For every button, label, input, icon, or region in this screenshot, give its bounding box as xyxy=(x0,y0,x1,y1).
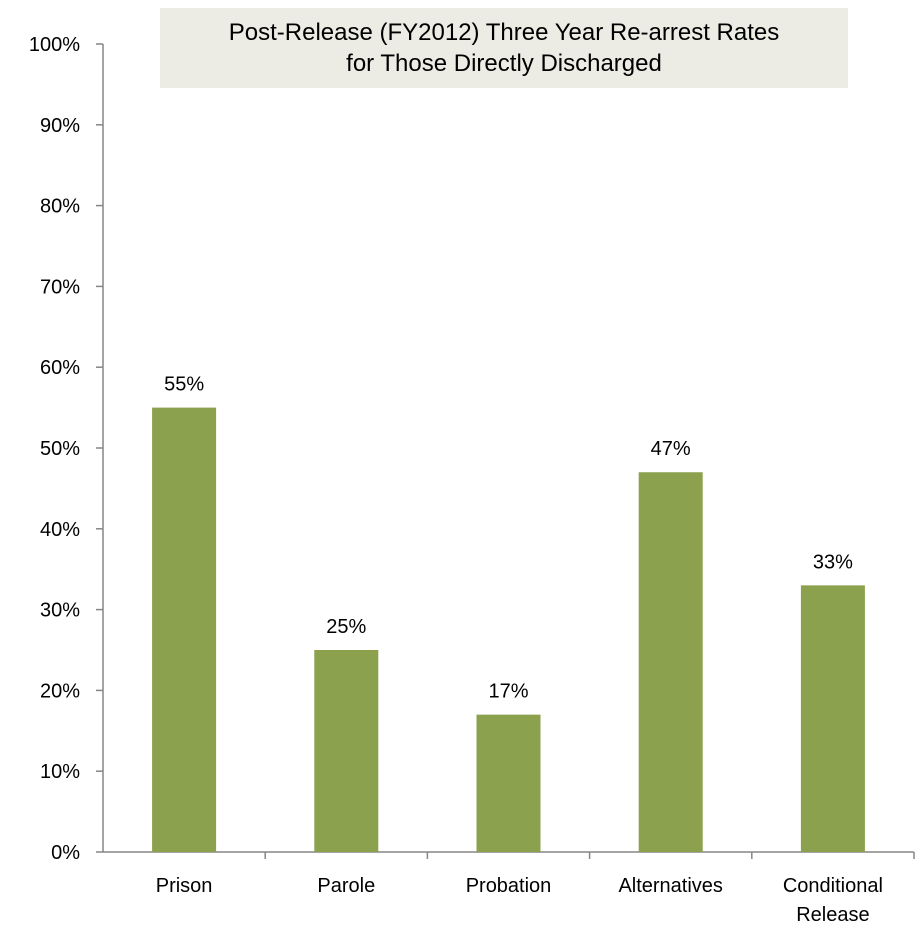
chart-title: Post-Release (FY2012) Three Year Re-arre… xyxy=(160,8,848,88)
x-tick-label: Conditional xyxy=(783,875,883,897)
y-tick-label: 10% xyxy=(40,761,80,783)
data-label: 55% xyxy=(164,374,204,396)
bar xyxy=(476,714,541,852)
y-tick-label: 80% xyxy=(40,196,80,218)
chart-title-line-2: for Those Directly Discharged xyxy=(346,50,662,77)
bar xyxy=(314,650,379,852)
bar xyxy=(152,407,217,852)
y-tick-label: 90% xyxy=(40,115,80,137)
data-label: 33% xyxy=(813,551,853,573)
x-tick-label: Alternatives xyxy=(618,875,723,897)
y-tick-label: 70% xyxy=(40,276,80,298)
y-tick-label: 50% xyxy=(40,438,80,460)
bar xyxy=(638,472,703,852)
y-tick-label: 20% xyxy=(40,680,80,702)
y-tick-label: 30% xyxy=(40,600,80,622)
x-tick-label: Probation xyxy=(466,875,552,897)
x-tick-label: Release xyxy=(796,904,869,926)
y-tick-label: 0% xyxy=(51,842,80,864)
data-label: 47% xyxy=(651,438,691,460)
data-label: 17% xyxy=(488,681,528,703)
data-label: 25% xyxy=(326,616,366,638)
y-tick-label: 60% xyxy=(40,357,80,379)
x-tick-label: Parole xyxy=(317,875,375,897)
y-tick-label: 100% xyxy=(29,34,80,56)
bar xyxy=(800,585,865,852)
x-tick-label: Prison xyxy=(156,875,213,897)
y-tick-label: 40% xyxy=(40,519,80,541)
chart-title-line-1: Post-Release (FY2012) Three Year Re-arre… xyxy=(228,19,780,46)
